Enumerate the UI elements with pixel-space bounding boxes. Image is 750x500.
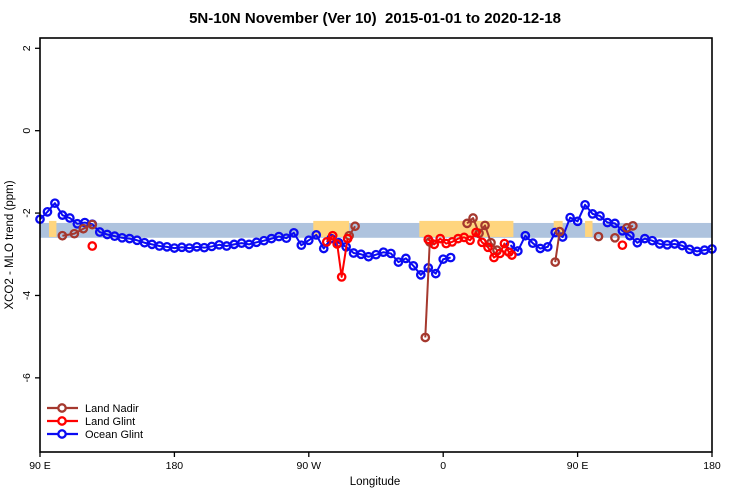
- legend-item-ocean-glint: Ocean Glint: [47, 429, 143, 441]
- svg-text:180: 180: [166, 460, 184, 472]
- svg-text:180: 180: [703, 460, 721, 472]
- svg-text:90 E: 90 E: [567, 460, 589, 472]
- legend-item-land-nadir: Land Nadir: [47, 403, 139, 415]
- svg-text:2: 2: [21, 45, 33, 51]
- svg-text:-6: -6: [21, 373, 33, 382]
- svg-text:Land Glint: Land Glint: [85, 416, 135, 428]
- x-axis-ticks: 90 E 180 90 W 0 90 E 180: [29, 452, 721, 472]
- svg-text:90 E: 90 E: [29, 460, 51, 472]
- series-land-glint: [87, 227, 628, 282]
- legend-item-land-glint: Land Glint: [47, 416, 135, 428]
- y-axis-label: XCO2 - MLO trend (ppm): [4, 180, 16, 310]
- mean-band: [40, 222, 712, 238]
- x-axis-label: Longitude: [349, 476, 401, 488]
- highlight-band-segment: [313, 220, 350, 237]
- svg-text:-4: -4: [21, 291, 33, 300]
- svg-text:0: 0: [21, 128, 33, 134]
- svg-text:Ocean Glint: Ocean Glint: [85, 429, 143, 441]
- svg-text:90 W: 90 W: [297, 460, 322, 472]
- chart-title: 5N-10N November (Ver 10) 2015-01-01 to 2…: [189, 10, 561, 27]
- svg-text:Land Nadir: Land Nadir: [85, 403, 139, 415]
- svg-text:0: 0: [440, 460, 446, 472]
- svg-text:-2: -2: [21, 208, 33, 217]
- highlight-band-segment: [419, 220, 514, 237]
- highlight-band-segment: [585, 220, 593, 237]
- y-axis-ticks: 2 0 -2 -4 -6: [21, 45, 40, 383]
- highlight-band-segment: [48, 220, 57, 237]
- series-ocean-glint: [35, 198, 717, 280]
- plot-border: [39, 37, 713, 453]
